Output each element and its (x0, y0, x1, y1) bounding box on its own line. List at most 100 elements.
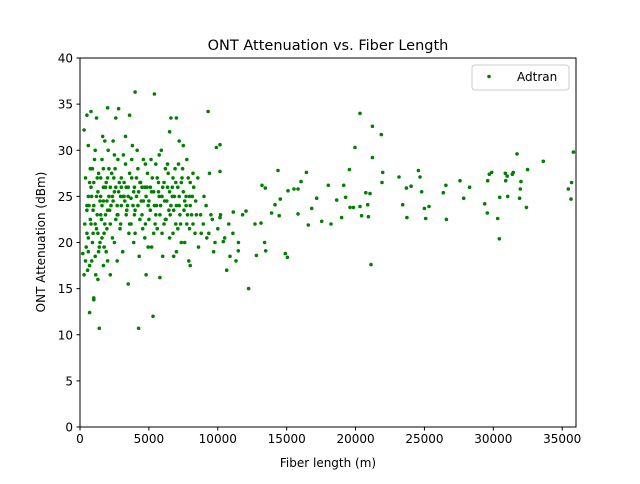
data-point (422, 206, 427, 211)
data-point (85, 113, 89, 117)
data-point (157, 194, 161, 199)
data-point (108, 273, 113, 277)
data-point (184, 194, 188, 199)
data-point (160, 185, 165, 189)
data-point (517, 196, 522, 200)
data-point (505, 174, 510, 178)
data-point (134, 176, 139, 180)
data-point (118, 222, 123, 226)
data-point (121, 153, 126, 157)
data-point (147, 199, 151, 203)
data-point (132, 213, 137, 217)
x-tick-label: 0 (76, 432, 84, 446)
data-point (380, 170, 385, 175)
data-point (85, 208, 89, 212)
data-point (97, 326, 102, 331)
data-point (206, 109, 210, 114)
data-point (541, 159, 546, 164)
data-point (205, 236, 209, 240)
data-point (196, 245, 201, 249)
data-point (93, 254, 97, 259)
data-point (155, 226, 159, 231)
data-point (276, 168, 280, 173)
data-point (199, 231, 203, 236)
data-point (181, 190, 186, 194)
data-point (162, 180, 166, 185)
data-point (94, 194, 99, 199)
data-point (365, 202, 370, 207)
data-point (96, 231, 100, 236)
data-point (260, 183, 264, 188)
data-point (96, 249, 101, 254)
data-point (379, 132, 384, 137)
data-point (419, 190, 424, 194)
data-point (190, 194, 195, 199)
data-point (404, 186, 409, 190)
data-point (174, 222, 178, 226)
data-point (140, 213, 144, 217)
data-point (116, 190, 121, 194)
data-point (113, 166, 117, 171)
data-point (231, 231, 235, 236)
data-point (292, 187, 296, 191)
data-point (108, 185, 113, 189)
data-point (123, 134, 128, 139)
data-point (159, 148, 164, 153)
data-point (155, 176, 159, 180)
data-point (131, 203, 135, 208)
data-point (134, 194, 139, 199)
data-point (87, 310, 92, 315)
data-point (179, 180, 184, 185)
data-point (172, 194, 177, 199)
data-point (133, 208, 137, 212)
data-point (334, 198, 339, 202)
data-point (92, 203, 96, 208)
data-point (160, 254, 165, 259)
data-point (92, 157, 97, 162)
x-tick-label: 30000 (474, 432, 512, 446)
data-point (99, 217, 104, 222)
data-point (139, 199, 144, 203)
data-point (103, 185, 108, 189)
data-point (497, 237, 502, 241)
data-point (101, 166, 106, 171)
data-point (179, 240, 184, 245)
data-point (130, 143, 135, 148)
data-point (168, 213, 172, 217)
data-point (94, 116, 99, 120)
data-point (170, 185, 175, 189)
data-point (102, 245, 106, 249)
data-point (174, 249, 179, 254)
data-point (180, 176, 184, 180)
data-point (84, 245, 88, 249)
data-point (111, 139, 115, 143)
data-point (86, 143, 91, 148)
data-point (156, 180, 161, 185)
x-tick-label: 5000 (134, 432, 165, 446)
data-point (94, 226, 99, 231)
data-point (165, 162, 170, 166)
data-point (109, 203, 113, 208)
data-point (85, 231, 89, 236)
data-point (186, 176, 190, 180)
data-point (359, 213, 364, 218)
data-point (127, 113, 132, 117)
data-point (98, 176, 103, 180)
data-point (185, 157, 189, 162)
data-point (182, 208, 186, 212)
data-point (370, 124, 375, 129)
data-point (185, 213, 190, 217)
data-point (169, 116, 173, 120)
data-point (136, 166, 140, 171)
data-point (150, 176, 155, 180)
data-point (119, 185, 124, 189)
data-point (98, 194, 103, 199)
data-point (171, 176, 175, 180)
data-point (127, 171, 132, 176)
data-point (83, 222, 87, 226)
data-point (364, 190, 368, 195)
data-point (115, 259, 119, 263)
data-point (196, 176, 200, 180)
data-point (191, 185, 196, 189)
chart-title: ONT Attenuation vs. Fiber Length (208, 38, 449, 54)
